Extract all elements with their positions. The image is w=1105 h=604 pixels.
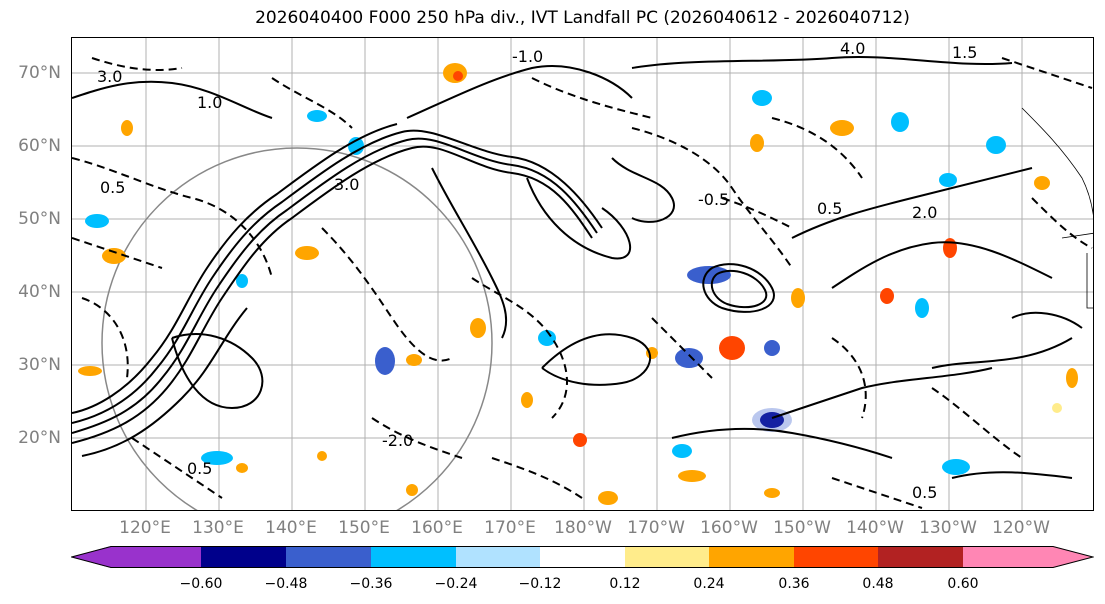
map-panel: 4.0 3.0 1.0 3.0 2.0 -0.5 0.5 0.5 -2.0 0.…: [71, 37, 1094, 511]
colorbar-segment: [371, 546, 456, 568]
contour-label: 4.0: [840, 39, 865, 58]
colorbar-tick: −0.36: [349, 576, 393, 592]
contour-label: 0.5: [187, 459, 212, 478]
colorbar-tick: −0.60: [179, 576, 223, 592]
contour-label: 3.0: [334, 175, 359, 194]
map-title: 2026040400 F000 250 hPa div., IVT Landfa…: [255, 8, 910, 28]
colorbar-segment: [201, 546, 286, 568]
contour-label: 2.0: [912, 203, 937, 222]
region-circle: [101, 147, 493, 510]
colorbar-tick: −0.48: [264, 576, 308, 592]
longitude-label: 130°W: [919, 518, 977, 538]
contour-label: 0.5: [912, 483, 937, 502]
longitude-label: 160°E: [411, 518, 463, 538]
latitude-label: 40°N: [18, 282, 61, 302]
contour-label: 1.5: [952, 43, 977, 62]
longitude-label: 180°W: [554, 518, 612, 538]
colorbar-tick: 0.24: [693, 576, 725, 592]
latitude-label: 30°N: [18, 355, 61, 375]
longitude-label: 170°E: [484, 518, 536, 538]
negative-contours: [72, 57, 1093, 509]
colorbar-segment: [540, 546, 625, 568]
contour-label: 0.5: [817, 199, 842, 218]
colorbar-tick: 0.36: [778, 576, 810, 592]
colorbar-tick: −0.24: [434, 576, 478, 592]
colorbar-segment: [878, 546, 963, 568]
colorbar-segment: [794, 546, 878, 568]
colorbar-segment: [71, 546, 201, 568]
colorbar-segment: [625, 546, 709, 568]
longitude-label: 120°E: [119, 518, 171, 538]
contour-label: -2.0: [382, 431, 413, 450]
latitude-label: 50°N: [18, 209, 61, 229]
colorbar-segment: [286, 546, 371, 568]
longitude-label: 130°E: [192, 518, 244, 538]
longitude-label: 150°E: [338, 518, 390, 538]
latitude-label: 60°N: [18, 136, 61, 156]
positive-contours: [72, 55, 1083, 479]
longitude-label: 120°W: [992, 518, 1050, 538]
contour-label: 0.5: [100, 178, 125, 197]
contour-label: -1.0: [512, 47, 543, 66]
colorbar-segment: [963, 546, 1093, 568]
divergence-shading: [78, 63, 1078, 505]
colorbar-tick: −0.12: [518, 576, 562, 592]
contour-field: 4.0 3.0 1.0 3.0 2.0 -0.5 0.5 0.5 -2.0 0.…: [72, 38, 1093, 510]
colorbar-tick: 0.60: [947, 576, 979, 592]
colorbar-segment: [456, 546, 540, 568]
colorbar-tick: 0.12: [609, 576, 641, 592]
longitude-label: 160°W: [700, 518, 758, 538]
contour-label: 1.0: [197, 93, 222, 112]
colorbar-segment: [709, 546, 794, 568]
latitude-label: 20°N: [18, 428, 61, 448]
coastlines: [1021, 107, 1093, 309]
colorbar-tick: 0.48: [862, 576, 894, 592]
contour-labels: 4.0 3.0 1.0 3.0 2.0 -0.5 0.5 0.5 -2.0 0.…: [97, 39, 977, 502]
longitude-label: 140°W: [846, 518, 904, 538]
longitude-label: 140°E: [265, 518, 317, 538]
latitude-label: 70°N: [18, 63, 61, 83]
longitude-label: 170°W: [627, 518, 685, 538]
longitude-label: 150°W: [773, 518, 831, 538]
contour-label: 3.0: [97, 67, 122, 86]
colorbar: [71, 546, 1094, 568]
contour-label: -0.5: [698, 190, 729, 209]
